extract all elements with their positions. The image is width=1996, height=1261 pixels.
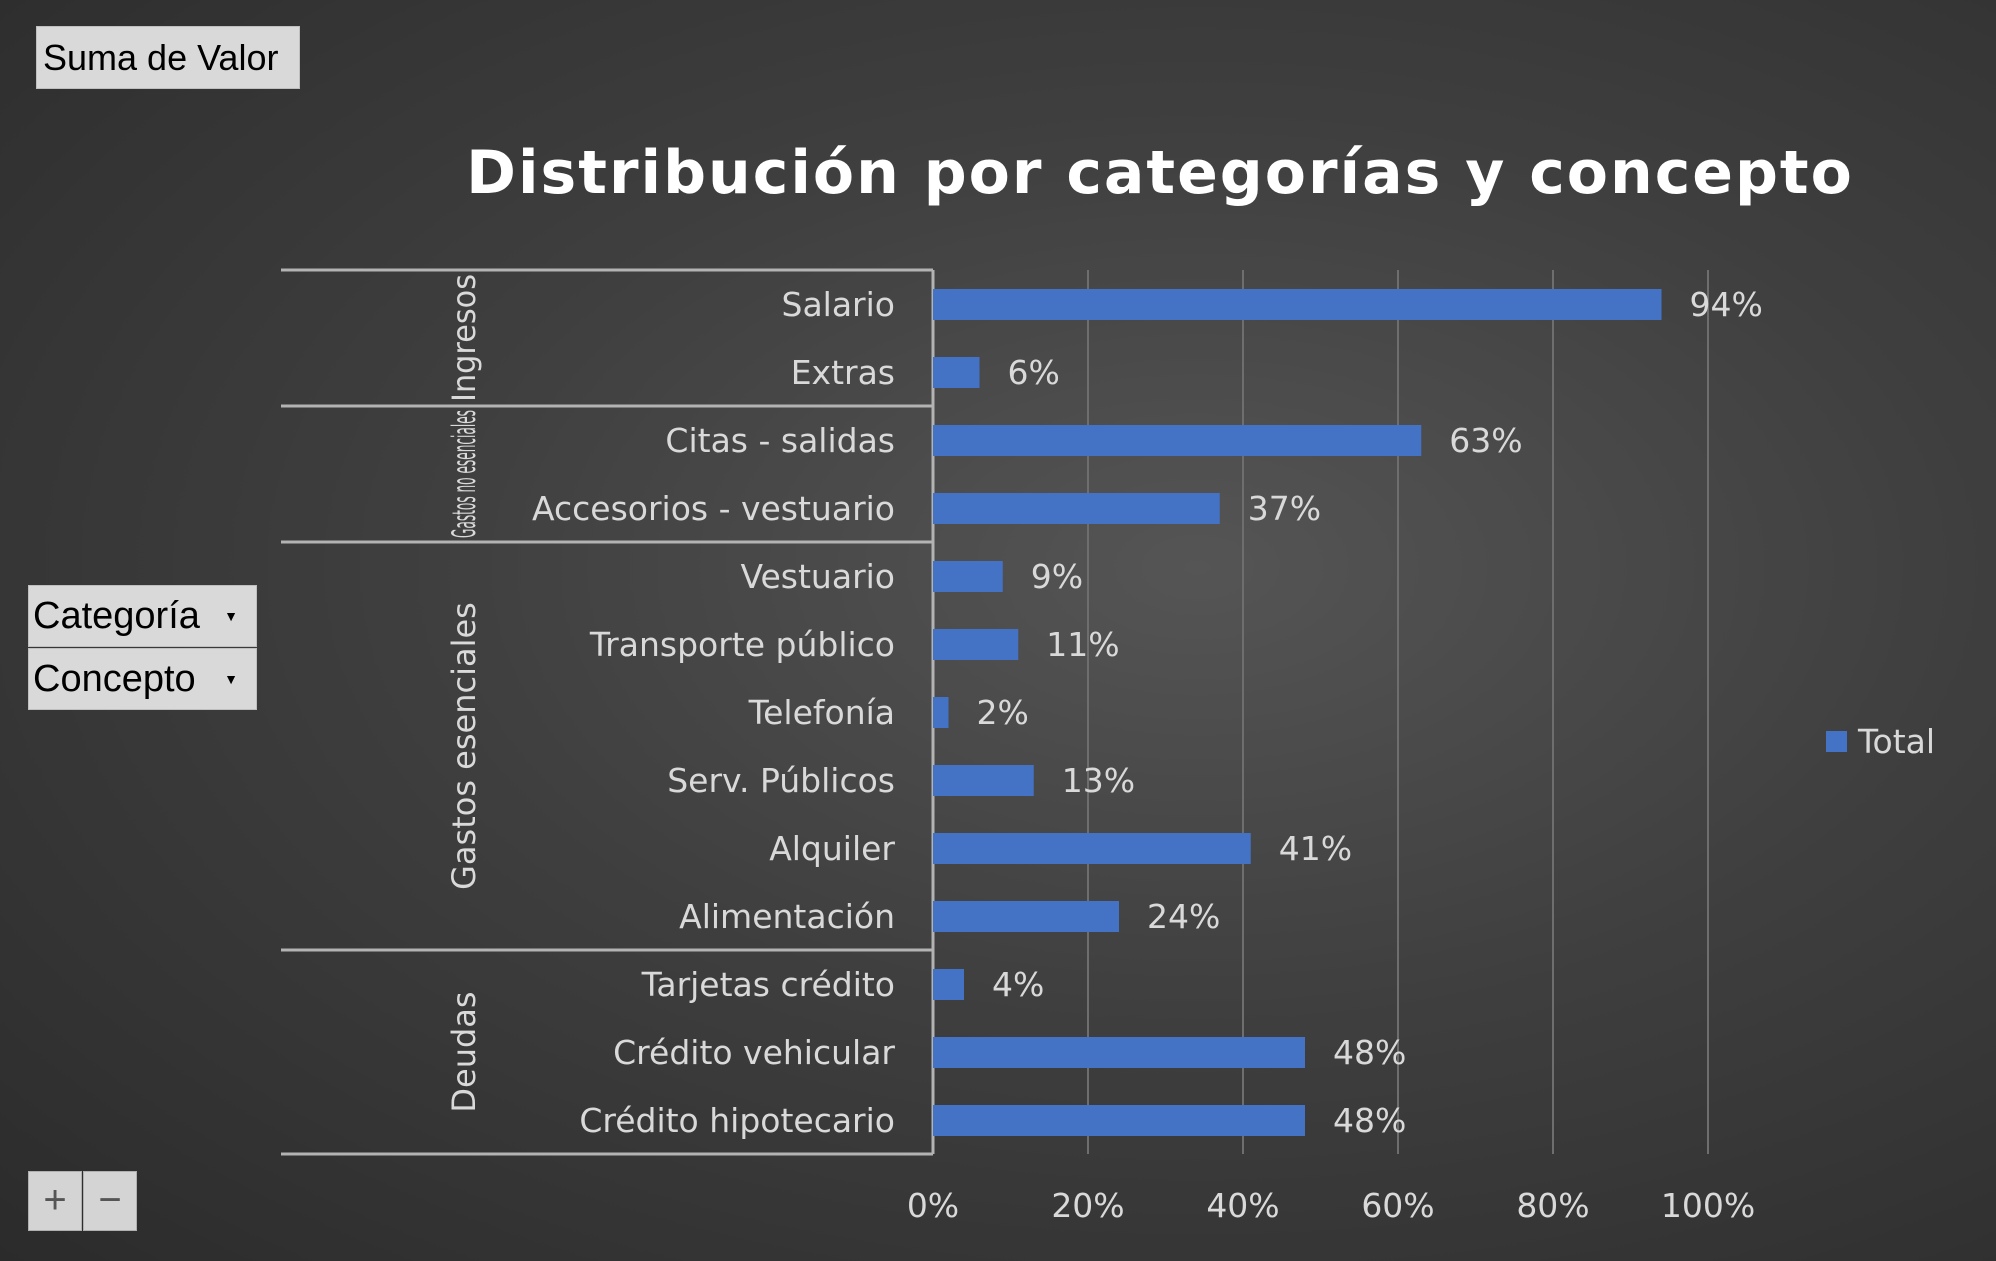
dropdown-arrow-icon[interactable]: ▼ bbox=[224, 608, 238, 624]
bar bbox=[933, 833, 1251, 864]
concept-label: Alquiler bbox=[769, 829, 895, 868]
category-field-button[interactable]: Categoría ▼ bbox=[28, 585, 257, 647]
bar bbox=[933, 561, 1003, 592]
data-label: 63% bbox=[1449, 421, 1522, 460]
x-tick-label: 20% bbox=[1051, 1186, 1124, 1225]
bar bbox=[933, 1037, 1305, 1068]
concept-field-button[interactable]: Concepto ▼ bbox=[28, 648, 257, 710]
expand-button[interactable]: + bbox=[28, 1171, 82, 1231]
x-tick-label: 0% bbox=[907, 1186, 959, 1225]
bar bbox=[933, 629, 1019, 660]
x-tick-label: 60% bbox=[1361, 1186, 1434, 1225]
bar bbox=[933, 765, 1034, 796]
category-group-label: Deudas bbox=[445, 991, 483, 1112]
bar bbox=[933, 1105, 1305, 1136]
chart-title: Distribución por categorías y concepto bbox=[466, 138, 1854, 208]
concept-label: Vestuario bbox=[740, 557, 895, 596]
concept-label: Crédito hipotecario bbox=[579, 1101, 895, 1140]
concept-label: Crédito vehicular bbox=[613, 1033, 895, 1072]
concept-label: Telefonía bbox=[748, 693, 895, 732]
data-label: 48% bbox=[1333, 1101, 1406, 1140]
legend-swatch bbox=[1826, 731, 1847, 752]
data-label: 41% bbox=[1279, 829, 1352, 868]
bar bbox=[933, 289, 1662, 320]
concept-label: Citas - salidas bbox=[665, 421, 895, 460]
concept-label: Salario bbox=[782, 285, 896, 324]
data-label: 24% bbox=[1147, 897, 1220, 936]
x-tick-label: 40% bbox=[1206, 1186, 1279, 1225]
concept-label: Serv. Públicos bbox=[667, 761, 895, 800]
x-tick-label: 80% bbox=[1516, 1186, 1589, 1225]
collapse-button[interactable]: − bbox=[83, 1171, 137, 1231]
concept-label: Transporte público bbox=[589, 625, 895, 664]
bar bbox=[933, 493, 1220, 524]
data-label: 37% bbox=[1248, 489, 1321, 528]
concept-label: Alimentación bbox=[679, 897, 895, 936]
data-label: 6% bbox=[1008, 353, 1060, 392]
concept-label: Tarjetas crédito bbox=[641, 965, 895, 1004]
legend-label: Total bbox=[1857, 722, 1935, 761]
data-label: 4% bbox=[992, 965, 1044, 1004]
category-field-label: Categoría bbox=[33, 595, 200, 637]
category-group-label: Gastos no esenciales bbox=[445, 410, 483, 538]
concept-field-label: Concepto bbox=[33, 658, 196, 700]
bar bbox=[933, 901, 1119, 932]
bar bbox=[933, 697, 949, 728]
category-group-label: Gastos esenciales bbox=[445, 602, 483, 890]
data-label: 11% bbox=[1046, 625, 1119, 664]
concept-label: Extras bbox=[791, 353, 895, 392]
concept-label: Accesorios - vestuario bbox=[532, 489, 895, 528]
data-label: 2% bbox=[977, 693, 1029, 732]
value-field-button[interactable]: Suma de Valor bbox=[36, 26, 300, 89]
dropdown-arrow-icon[interactable]: ▼ bbox=[224, 671, 238, 687]
data-label: 13% bbox=[1062, 761, 1135, 800]
x-tick-label: 100% bbox=[1661, 1186, 1755, 1225]
bar bbox=[933, 357, 980, 388]
data-label: 94% bbox=[1690, 285, 1763, 324]
data-label: 48% bbox=[1333, 1033, 1406, 1072]
bar bbox=[933, 425, 1422, 456]
category-group-label: Ingresos bbox=[445, 274, 483, 402]
bar bbox=[933, 969, 964, 1000]
data-label: 9% bbox=[1031, 557, 1083, 596]
